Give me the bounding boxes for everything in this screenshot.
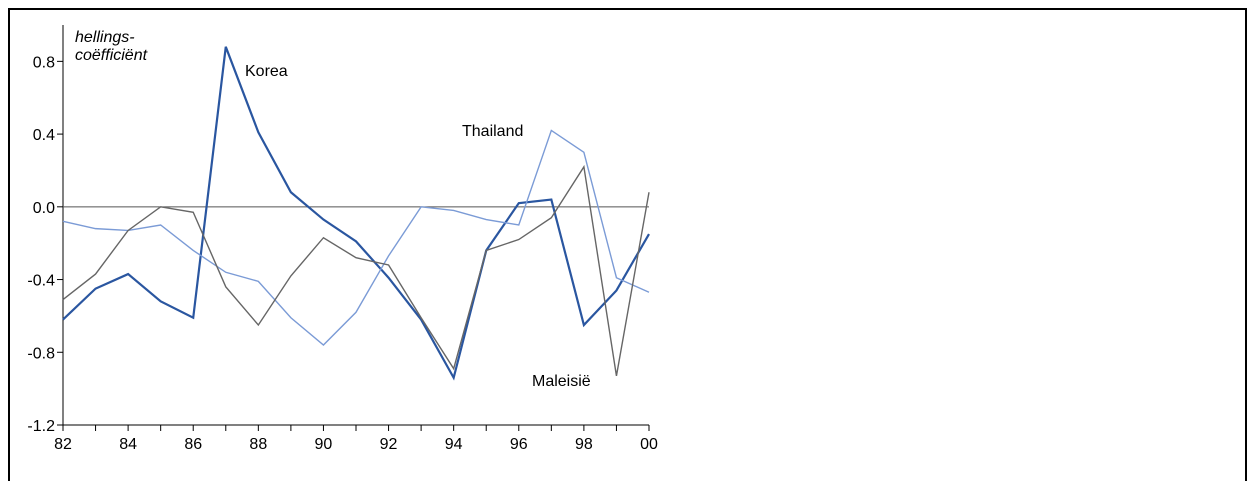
y-axis-label: hellings-: [75, 29, 135, 46]
x-tick-label: 98: [575, 436, 593, 453]
y-tick-label: 0.4: [33, 127, 55, 144]
series-label: Thailand: [462, 123, 523, 140]
x-tick-label: 86: [184, 436, 202, 453]
y-tick-label: -0.8: [27, 345, 55, 362]
x-tick-label: 00: [640, 436, 658, 453]
y-tick-label: 0.0: [33, 200, 55, 217]
series-label: Maleisië: [532, 373, 591, 390]
x-tick-label: 96: [510, 436, 528, 453]
frame: [8, 8, 1247, 486]
y-tick-label: 0.8: [33, 54, 55, 71]
series-line: [62, 46, 650, 381]
x-tick-label: 88: [249, 436, 267, 453]
x-tick-label: 84: [119, 436, 137, 453]
series-label: Korea: [245, 63, 288, 80]
x-tick-label: 82: [54, 436, 72, 453]
x-tick-label: 90: [315, 436, 333, 453]
series-line: [62, 129, 650, 346]
y-tick-label: -1.2: [27, 418, 55, 435]
series-line: [62, 164, 650, 377]
y-tick-label: -0.4: [27, 273, 55, 290]
y-axis-label: coëfficiënt: [75, 47, 148, 64]
x-tick-label: 94: [445, 436, 463, 453]
x-tick-label: 92: [380, 436, 398, 453]
